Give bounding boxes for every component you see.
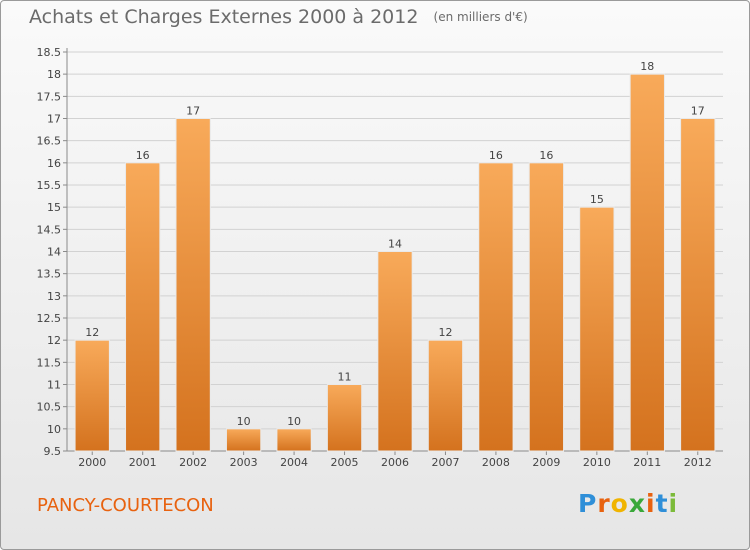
chart-unit: (en milliers d'€) [433,10,528,24]
y-tick-label: 14 [47,246,61,259]
x-tick-label: 2010 [583,456,611,469]
y-tick-label: 13.5 [37,268,62,281]
location-name: PANCY-COURTECON [37,495,214,516]
y-tick-label: 15.5 [37,179,62,192]
bar [276,428,312,452]
bar [326,384,363,452]
logo-letter: t [655,489,669,518]
logo-letter: x [628,489,646,518]
x-tick-label: 2003 [230,456,258,469]
y-tick-label: 17.5 [37,90,62,103]
bar [528,162,565,452]
y-tick-label: 12 [47,334,61,347]
y-tick-label: 11.5 [37,356,62,369]
y-tick-label: 18 [47,68,61,81]
bar [225,428,262,452]
bar [175,118,211,452]
logo-letter: i [646,489,656,518]
chart-title: Achats et Charges Externes 2000 à 2012 [29,6,419,28]
y-tick-label: 10 [47,423,61,436]
y-tick-label: 10.5 [37,401,62,414]
bar-value-label: 14 [388,238,402,251]
bar-value-label: 10 [237,415,251,428]
bar [74,339,110,452]
bar-value-label: 16 [539,149,553,162]
x-tick-label: 2001 [129,456,157,469]
bar-value-label: 16 [136,149,150,162]
y-tick-label: 9.5 [44,445,62,458]
bar-value-label: 11 [338,371,352,384]
bar [478,162,514,452]
logo-letter: r [597,489,611,518]
bar [629,73,665,452]
y-tick-label: 16 [47,157,61,170]
bar [579,206,615,452]
bar-value-label: 17 [186,105,200,118]
x-tick-label: 2004 [280,456,308,469]
bar [125,162,161,452]
y-tick-label: 17 [47,113,61,126]
y-tick-label: 18.5 [37,46,62,59]
logo-letter: o [610,489,629,518]
bar [427,339,464,452]
x-tick-label: 2005 [331,456,359,469]
y-tick-label: 12.5 [37,312,62,325]
bar-value-label: 10 [287,415,301,428]
x-tick-label: 2008 [482,456,510,469]
x-tick-label: 2007 [431,456,459,469]
bar-value-label: 12 [85,326,99,339]
bar-value-label: 18 [640,60,654,73]
bar-value-label: 12 [438,326,452,339]
x-tick-label: 2012 [684,456,712,469]
bar-value-label: 17 [691,105,705,118]
y-tick-label: 11 [47,379,61,392]
y-tick-label: 14.5 [37,223,62,236]
x-tick-label: 2000 [78,456,106,469]
logo-letter: i [668,489,679,518]
x-tick-label: 2002 [179,456,207,469]
x-tick-label: 2011 [633,456,661,469]
bar [377,251,413,452]
bar [680,118,716,452]
y-tick-label: 13 [47,290,61,303]
x-tick-label: 2009 [532,456,560,469]
chart-title-block: Achats et Charges Externes 2000 à 2012 (… [29,6,528,28]
y-tick-label: 16.5 [37,135,62,148]
proxiti-logo: Proxiti [578,489,678,518]
bar-value-label: 16 [489,149,503,162]
x-tick-label: 2006 [381,456,409,469]
logo-letter: P [578,489,598,518]
y-tick-label: 15 [47,201,61,214]
bar-value-label: 15 [590,193,604,206]
